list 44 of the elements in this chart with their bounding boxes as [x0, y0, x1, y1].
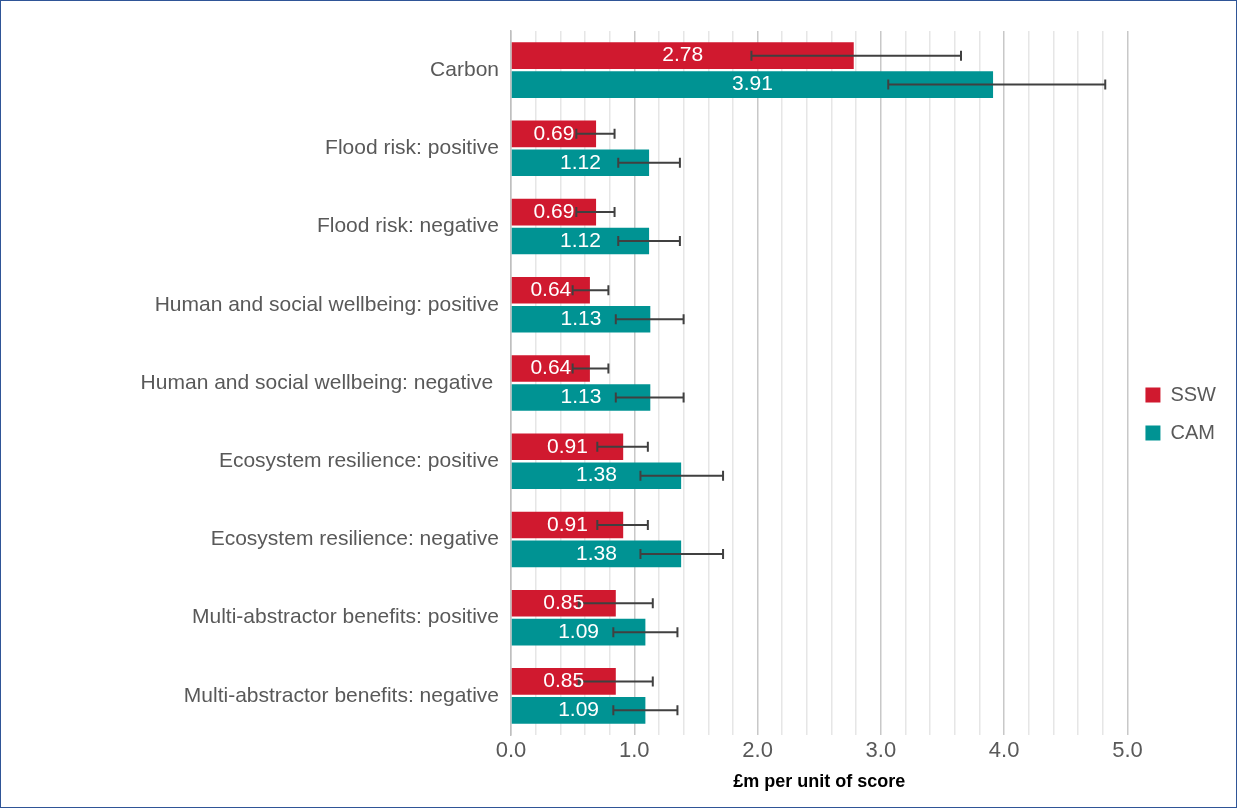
- y-tick-label: Flood risk: negative: [316, 213, 499, 237]
- x-tick-label: 2.0: [742, 737, 773, 763]
- bar: [511, 71, 994, 98]
- x-tick-label: 3.0: [865, 737, 897, 763]
- data-label: 0.91: [547, 511, 588, 535]
- data-label: 0.91: [547, 433, 588, 457]
- x-tick-label: 5.0: [1112, 737, 1143, 763]
- data-label: 1.13: [560, 306, 602, 330]
- bar: [511, 384, 651, 411]
- x-tick-label: 0.0: [495, 737, 527, 763]
- data-label: 1.38: [576, 462, 617, 486]
- data-label: 1.12: [559, 227, 601, 251]
- data-label: 1.09: [558, 697, 599, 721]
- data-label: 0.69: [533, 120, 575, 144]
- x-tick-label: 4.0: [988, 737, 1020, 763]
- data-label: 2.78: [662, 42, 704, 66]
- data-label: 1.13: [560, 384, 602, 408]
- bar: [511, 305, 651, 333]
- y-tick-label: Ecosystem resilience: positive: [218, 448, 499, 472]
- y-tick-label: Flood risk: positive: [325, 135, 499, 159]
- data-label: 0.64: [530, 277, 572, 301]
- data-label: 1.09: [558, 618, 599, 642]
- y-tick-label: Multi-abstractor benefits: negative: [183, 682, 499, 706]
- data-label: 3.91: [731, 71, 773, 95]
- data-label: 0.85: [543, 668, 585, 692]
- bar: [511, 42, 854, 69]
- bar: [511, 433, 624, 461]
- y-tick-label: Multi-abstractor benefits: positive: [192, 604, 499, 628]
- bar: [511, 462, 682, 490]
- x-tick-label: 1.0: [618, 737, 650, 763]
- bar: [511, 149, 650, 177]
- y-tick-label: Ecosystem resilience: negative: [210, 526, 499, 550]
- legend-label: SSW: [1170, 382, 1217, 405]
- x-axis-title: £m per unit of score: [733, 771, 906, 792]
- bar: [511, 697, 646, 724]
- y-tick-label: Human and social wellbeing: positive: [154, 291, 499, 315]
- data-label: 0.64: [530, 355, 572, 379]
- data-label: 0.85: [543, 589, 585, 613]
- legend-label: CAM: [1170, 420, 1215, 443]
- data-label: 0.69: [533, 198, 575, 222]
- data-label: 1.12: [559, 149, 601, 173]
- data-label: 1.38: [576, 540, 617, 564]
- y-tick-label: Human and social wellbeing: negative: [140, 369, 499, 393]
- y-tick-label: Carbon: [430, 56, 499, 80]
